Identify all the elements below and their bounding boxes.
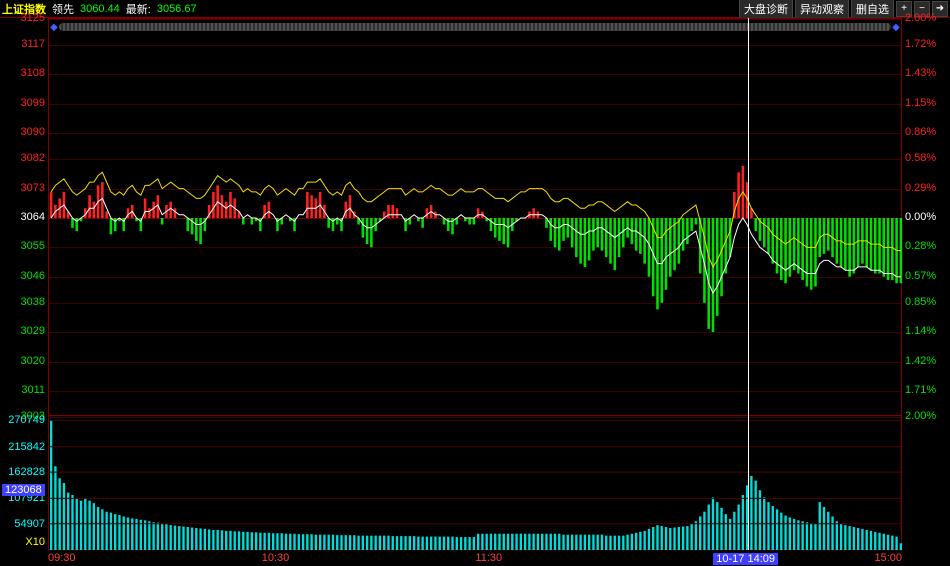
price-tick: 3020 bbox=[21, 355, 45, 367]
percent-tick: 1.71% bbox=[905, 384, 936, 396]
time-label: 09:30 bbox=[48, 552, 76, 564]
price-tick: 3090 bbox=[21, 126, 45, 138]
price-tick: 3117 bbox=[21, 38, 45, 50]
time-label: 15:00 bbox=[874, 552, 902, 564]
percent-tick: 0.29% bbox=[905, 182, 936, 194]
lead-value: 3060.44 bbox=[80, 3, 120, 15]
percent-tick: 2.00% bbox=[905, 410, 936, 422]
delete-fav-button[interactable]: 删自选 bbox=[851, 0, 894, 19]
price-tick: 3064 bbox=[21, 211, 45, 223]
price-tick: 3099 bbox=[21, 97, 45, 109]
time-label: 10:30 bbox=[262, 552, 290, 564]
chart-area: 3125311731083099309030823073306430553046… bbox=[0, 18, 950, 566]
latest-label: 最新: bbox=[126, 1, 151, 17]
cursor-time-label: 10-17 14:09 bbox=[713, 553, 778, 565]
lead-label: 领先 bbox=[52, 1, 74, 17]
percent-tick: 1.72% bbox=[905, 38, 936, 50]
volume-tick: 54907 bbox=[14, 518, 45, 530]
price-tick: 3108 bbox=[21, 67, 45, 79]
percent-tick: 0.85% bbox=[905, 296, 936, 308]
percent-tick: 0.28% bbox=[905, 240, 936, 252]
price-tick: 3082 bbox=[21, 152, 45, 164]
volume-tick: 162828 bbox=[8, 466, 45, 478]
volume-tick: 270749 bbox=[8, 414, 45, 426]
observe-button[interactable]: 异动观察 bbox=[795, 0, 849, 19]
header-bar: 上证指数 领先 3060.44 最新: 3056.67 大盘诊断 异动观察 删自… bbox=[0, 0, 950, 18]
price-tick: 3029 bbox=[21, 325, 45, 337]
price-tick: 3011 bbox=[21, 384, 45, 396]
latest-value: 3056.67 bbox=[157, 3, 197, 15]
left-price-axis: 3125311731083099309030823073306430553046… bbox=[0, 18, 48, 416]
percent-tick: 0.86% bbox=[905, 126, 936, 138]
percent-tick: 1.43% bbox=[905, 67, 936, 79]
volume-axis: 27074921584216282810792154907X10 bbox=[0, 416, 48, 550]
price-tick: 3073 bbox=[21, 182, 45, 194]
cursor-volume-label: 123068 bbox=[2, 484, 45, 496]
price-chart[interactable]: ◆ ◆ bbox=[48, 18, 902, 416]
percent-tick: 0.00% bbox=[905, 211, 936, 223]
volume-scale-label: X10 bbox=[25, 536, 45, 548]
volume-tick: 215842 bbox=[8, 441, 45, 453]
cursor-line bbox=[748, 18, 749, 550]
percent-tick: 2.00% bbox=[905, 12, 936, 24]
price-tick: 3055 bbox=[21, 240, 45, 252]
percent-tick: 1.15% bbox=[905, 97, 936, 109]
diagnose-button[interactable]: 大盘诊断 bbox=[739, 0, 793, 19]
price-tick: 3038 bbox=[21, 296, 45, 308]
percent-tick: 1.14% bbox=[905, 325, 936, 337]
time-label: 11:30 bbox=[475, 552, 502, 564]
right-percent-axis: 2.00%1.72%1.43%1.15%0.86%0.58%0.29%0.00%… bbox=[902, 18, 950, 416]
percent-tick: 0.57% bbox=[905, 270, 936, 282]
price-tick: 3046 bbox=[21, 270, 45, 282]
volume-chart[interactable] bbox=[48, 416, 902, 550]
percent-tick: 0.58% bbox=[905, 152, 936, 164]
percent-tick: 1.42% bbox=[905, 355, 936, 367]
price-tick: 3125 bbox=[21, 12, 45, 24]
